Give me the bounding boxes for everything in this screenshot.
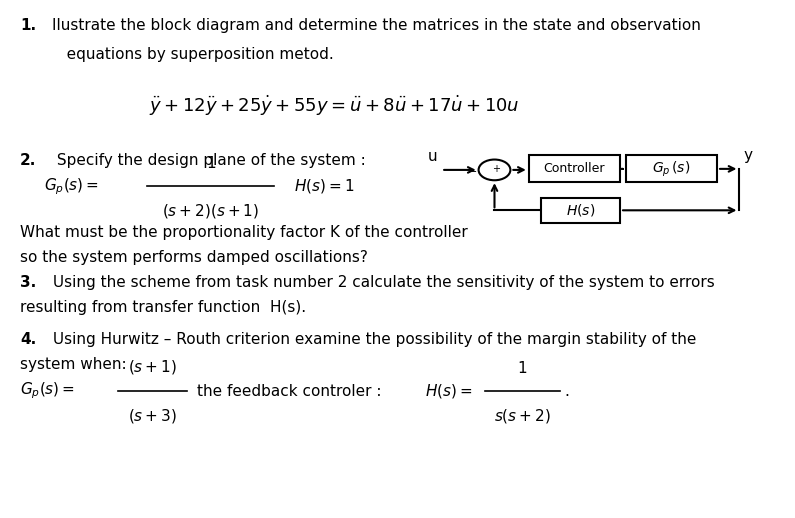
Text: $G_p(s) = $: $G_p(s) = $	[44, 176, 99, 197]
Text: +: +	[492, 164, 500, 174]
Text: $(s + 3)$: $(s + 3)$	[128, 407, 177, 425]
Text: $(s + 2)(s + 1)$: $(s + 2)(s + 1)$	[162, 202, 259, 220]
Text: Using the scheme from task number 2 calculate the sensitivity of the system to e: Using the scheme from task number 2 calc…	[48, 275, 715, 290]
Text: equations by superposition metod.: equations by superposition metod.	[52, 47, 333, 62]
Text: $H(s)$: $H(s)$	[566, 203, 595, 218]
Text: 2.: 2.	[20, 153, 37, 168]
Text: system when:: system when:	[20, 357, 126, 372]
Text: the feedback controler :: the feedback controler :	[197, 384, 382, 398]
Text: y: y	[743, 148, 752, 163]
Text: $H(s) = $: $H(s) = $	[425, 382, 473, 400]
Text: $H(s) = 1$: $H(s) = 1$	[294, 178, 355, 195]
FancyBboxPatch shape	[529, 155, 620, 182]
Text: Controller: Controller	[544, 162, 605, 176]
Text: $s(s + 2)$: $s(s + 2)$	[494, 407, 551, 425]
Text: What must be the proportionality factor K of the controller: What must be the proportionality factor …	[20, 225, 467, 240]
Text: so the system performs damped oscillations?: so the system performs damped oscillatio…	[20, 250, 368, 265]
Text: u: u	[428, 149, 437, 164]
Text: Specify the design plane of the system :: Specify the design plane of the system :	[52, 153, 366, 168]
Text: .: .	[564, 384, 569, 398]
Text: Ilustrate the block diagram and determine the matrices in the state and observat: Ilustrate the block diagram and determin…	[52, 18, 700, 33]
Text: −: −	[467, 167, 477, 178]
Text: $1$: $1$	[518, 359, 527, 376]
Text: resulting from transfer function  H(s).: resulting from transfer function H(s).	[20, 300, 306, 315]
Text: $1$: $1$	[206, 155, 215, 171]
Text: 3.: 3.	[20, 275, 36, 290]
Text: $(s + 1)$: $(s + 1)$	[128, 357, 177, 376]
FancyBboxPatch shape	[541, 198, 620, 223]
Text: $\ddot{y} + 12\ddot{y} + 25\dot{y} + 55y = \ddot{u} + 8\ddot{u} + 17\dot{u} + 10: $\ddot{y} + 12\ddot{y} + 25\dot{y} + 55y…	[149, 93, 519, 118]
FancyBboxPatch shape	[626, 155, 717, 182]
Text: $G_p\,(s)$: $G_p\,(s)$	[652, 159, 691, 179]
Text: 4.: 4.	[20, 332, 36, 347]
Text: Using Hurwitz – Routh criterion examine the possibility of the margin stability : Using Hurwitz – Routh criterion examine …	[48, 332, 696, 347]
Text: 1.: 1.	[20, 18, 36, 33]
Text: $G_p(s) = $: $G_p(s) = $	[20, 381, 75, 401]
